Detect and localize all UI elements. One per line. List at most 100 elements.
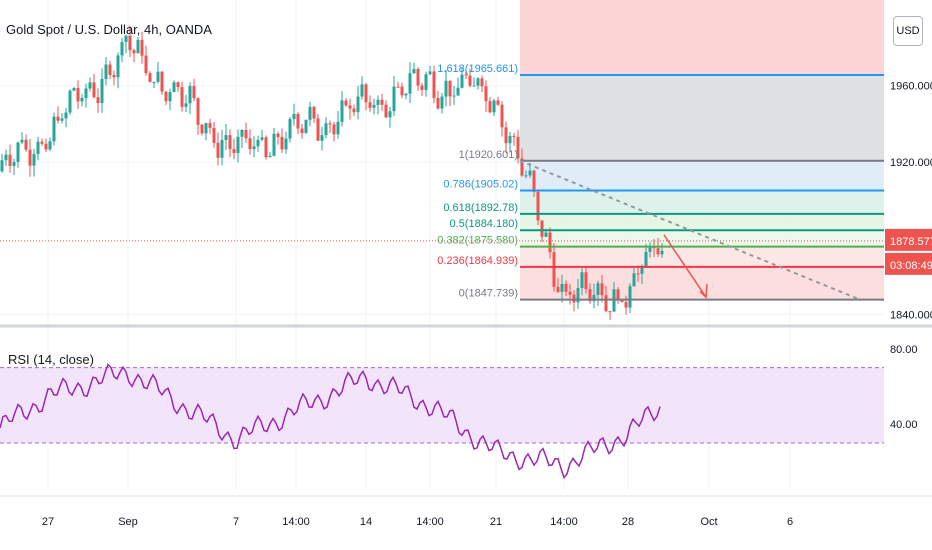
rsi-panel	[0, 363, 884, 480]
candle	[44, 143, 48, 150]
candle	[332, 124, 336, 135]
fib-label: 0(1847.739)	[459, 288, 518, 300]
candle	[348, 105, 352, 109]
candle	[56, 116, 60, 121]
candle	[528, 170, 532, 176]
candle	[236, 136, 240, 153]
candle	[388, 111, 392, 118]
x-tick-label: 28	[622, 516, 634, 528]
candle	[400, 86, 404, 96]
candle	[336, 121, 340, 135]
fib-zone	[520, 246, 884, 267]
x-tick-label: 14	[360, 516, 372, 528]
candle	[496, 100, 500, 105]
candle	[648, 245, 652, 252]
candle	[96, 97, 100, 104]
rsi-band	[0, 367, 884, 443]
candle	[140, 39, 144, 56]
candle	[68, 90, 72, 113]
candle	[292, 113, 296, 120]
candle	[152, 81, 156, 83]
x-tick-label: 7	[233, 516, 239, 528]
candle	[164, 91, 168, 102]
candle	[296, 113, 300, 129]
x-tick-label: 27	[42, 516, 54, 528]
fib-zone	[520, 213, 884, 231]
rsi-title: RSI (14, close)	[6, 352, 96, 367]
candle	[460, 74, 464, 88]
candle	[52, 116, 56, 142]
countdown-label: 03:08:49	[890, 260, 932, 272]
x-tick-label: Sep	[118, 516, 138, 528]
candle	[240, 129, 244, 137]
candle	[288, 119, 292, 139]
candle	[544, 232, 548, 237]
trend-line	[519, 159, 861, 301]
candle	[108, 64, 112, 76]
last-price-label: 1878.577	[890, 236, 932, 248]
candle	[396, 86, 400, 88]
candle	[248, 138, 252, 150]
candle	[200, 124, 204, 134]
projection-arrow	[663, 234, 707, 298]
candle	[412, 68, 416, 74]
currency-button[interactable]: USD	[893, 16, 923, 46]
candle	[328, 123, 332, 125]
candle	[576, 288, 580, 303]
candle	[608, 311, 612, 313]
candle	[580, 272, 584, 289]
fib-zone	[520, 190, 884, 214]
candle	[472, 85, 476, 87]
candle	[280, 137, 284, 150]
candle	[376, 99, 380, 105]
fib-label: 1(1920.601)	[459, 149, 518, 161]
fib-zone	[520, 230, 884, 247]
candle	[340, 100, 344, 122]
x-tick-label: 14:00	[282, 516, 310, 528]
candle	[208, 123, 212, 128]
candle	[212, 127, 216, 143]
candle	[204, 123, 208, 134]
candle	[540, 220, 544, 237]
candle	[72, 88, 76, 91]
y-tick-label: 1960.000	[890, 81, 932, 93]
candlestick-series	[0, 25, 664, 321]
candle	[304, 119, 308, 133]
candle	[592, 294, 596, 302]
candle	[440, 96, 444, 109]
candle	[308, 106, 312, 120]
candle	[356, 96, 360, 113]
candle	[360, 84, 364, 97]
candle	[480, 78, 484, 87]
candle	[144, 55, 148, 74]
candle	[660, 250, 664, 255]
candle	[620, 300, 624, 303]
candle	[584, 272, 588, 290]
candle	[324, 123, 328, 136]
candle	[244, 129, 248, 139]
candle	[100, 78, 104, 104]
candle	[628, 286, 632, 308]
chart-annotations	[0, 159, 884, 301]
candle	[48, 141, 52, 150]
candle	[552, 252, 556, 287]
candle	[256, 139, 260, 147]
candle	[636, 273, 640, 275]
candle	[476, 78, 480, 86]
candle	[488, 101, 492, 113]
candle	[556, 286, 560, 292]
candle	[104, 64, 108, 79]
candle	[344, 100, 348, 106]
candle	[88, 82, 92, 89]
candle	[228, 135, 232, 150]
fib-zone	[520, 0, 884, 75]
candle	[216, 142, 220, 158]
candle	[432, 71, 436, 98]
axes: 1960.000 1920.000 1840.000 80.00 40.00 1878.5…	[0, 81, 932, 528]
candle	[640, 267, 644, 274]
fib-zone	[520, 160, 884, 191]
candle	[220, 140, 224, 158]
candle	[188, 86, 192, 104]
candle	[80, 98, 84, 102]
